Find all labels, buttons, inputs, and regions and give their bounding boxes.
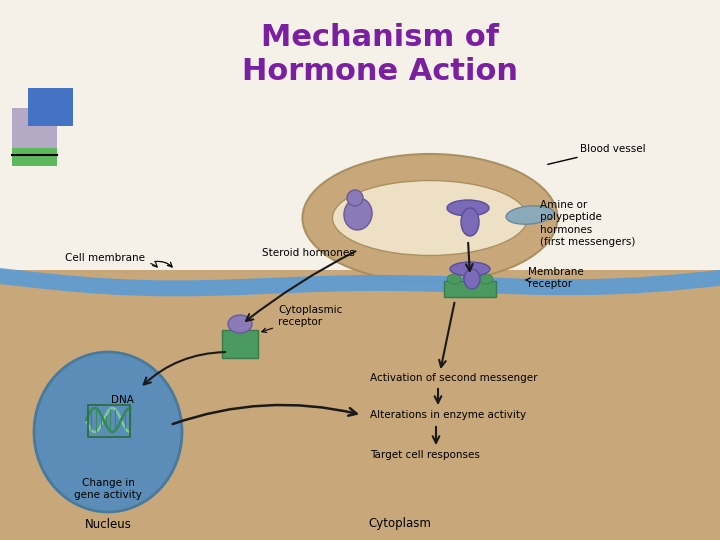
- Text: Mechanism of: Mechanism of: [261, 24, 499, 52]
- Ellipse shape: [302, 154, 557, 282]
- FancyBboxPatch shape: [222, 330, 258, 358]
- Ellipse shape: [450, 262, 490, 276]
- Text: Cytoplasm: Cytoplasm: [369, 517, 431, 530]
- Text: Blood vessel: Blood vessel: [548, 144, 646, 164]
- Ellipse shape: [344, 198, 372, 230]
- Text: Nucleus: Nucleus: [84, 517, 132, 530]
- Polygon shape: [0, 268, 720, 296]
- Text: Target cell responses: Target cell responses: [370, 450, 480, 460]
- Ellipse shape: [347, 190, 363, 206]
- Ellipse shape: [228, 315, 252, 333]
- Ellipse shape: [447, 274, 461, 284]
- FancyBboxPatch shape: [28, 88, 73, 126]
- Bar: [0, 270, 720, 540]
- Text: Cell membrane: Cell membrane: [65, 253, 145, 263]
- Text: DNA: DNA: [111, 395, 133, 405]
- Ellipse shape: [447, 200, 489, 216]
- Ellipse shape: [461, 208, 479, 236]
- Bar: [0, 0, 720, 270]
- Text: Change in
gene activity: Change in gene activity: [74, 478, 142, 501]
- FancyBboxPatch shape: [444, 281, 496, 297]
- Text: Membrane
receptor: Membrane receptor: [528, 267, 584, 289]
- Text: Cytoplasmic
receptor: Cytoplasmic receptor: [262, 305, 343, 333]
- FancyBboxPatch shape: [12, 148, 57, 166]
- Ellipse shape: [34, 352, 182, 512]
- Ellipse shape: [333, 180, 528, 255]
- Text: Alterations in enzyme activity: Alterations in enzyme activity: [370, 410, 526, 420]
- Ellipse shape: [464, 269, 480, 289]
- Text: Steroid hormones: Steroid hormones: [261, 248, 354, 258]
- Ellipse shape: [479, 274, 493, 284]
- Text: Activation of second messenger: Activation of second messenger: [370, 373, 538, 383]
- FancyBboxPatch shape: [12, 108, 57, 156]
- Text: Hormone Action: Hormone Action: [242, 57, 518, 86]
- Ellipse shape: [463, 274, 477, 284]
- Text: Amine or
polypeptide
hormones
(first messengers): Amine or polypeptide hormones (first mes…: [540, 200, 635, 247]
- Ellipse shape: [506, 206, 554, 224]
